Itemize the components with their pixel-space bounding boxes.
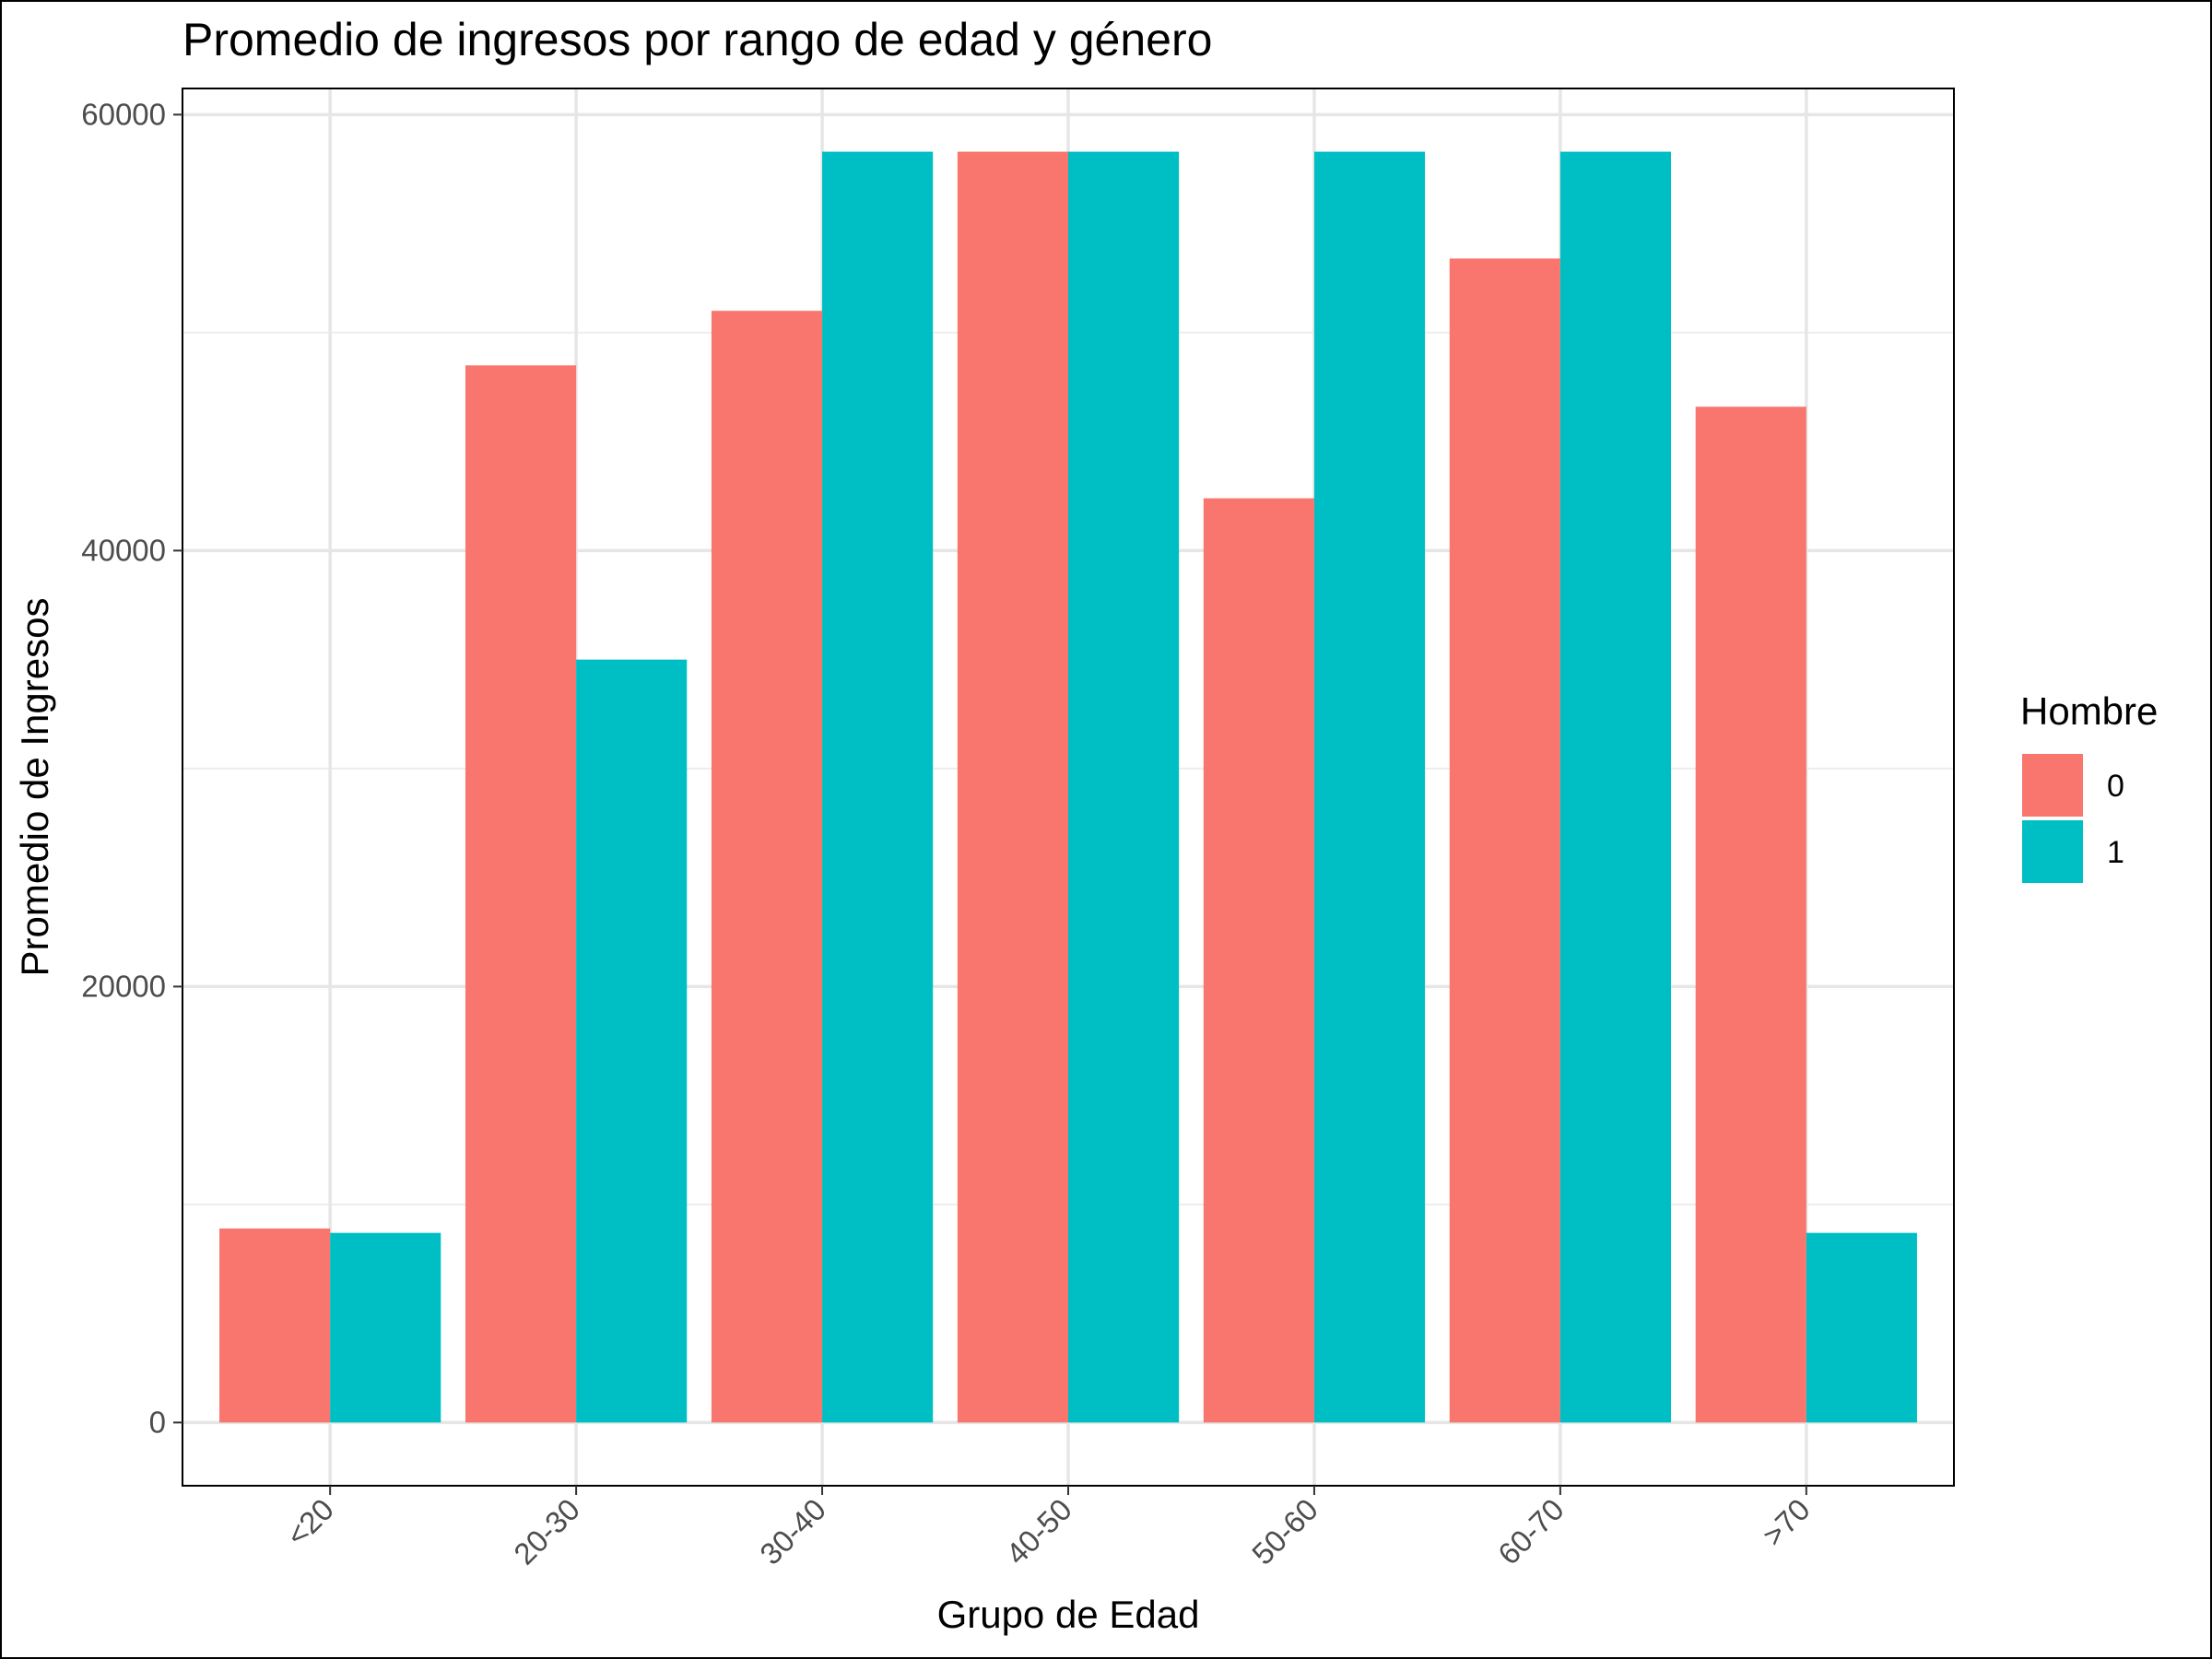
x-tick-label: 20-30: [507, 1492, 586, 1571]
x-axis-title: Grupo de Edad: [937, 1593, 1200, 1636]
x-tick-label: 50-60: [1245, 1492, 1324, 1571]
bar-series-0-40-50: [957, 151, 1068, 1423]
y-tick-label: 60000: [81, 97, 166, 131]
bar-series-1-50-60: [1313, 151, 1426, 1423]
legend: Hombre 01: [2020, 689, 2158, 883]
x-axis-ticks: <20 20-30 30-40 40-50 50-60 60-70 >70: [279, 1486, 1817, 1571]
bar-series-1-lt20: [330, 1232, 441, 1423]
legend-items: 01: [2022, 754, 2124, 883]
x-tick-label: 30-40: [753, 1492, 832, 1571]
legend-key-0: [2022, 754, 2083, 817]
bar-series-1-30-40: [822, 151, 934, 1423]
y-axis-ticks: 0 20000 40000 60000: [81, 97, 182, 1439]
bar-series-0-60-70: [1449, 258, 1560, 1423]
legend-label-0: 0: [2107, 769, 2124, 804]
x-tick-label: 40-50: [999, 1492, 1078, 1571]
legend-label-1: 1: [2107, 835, 2124, 870]
y-axis-title: Promedio de Ingresos: [13, 598, 56, 977]
bar-series-1-20-30: [576, 659, 688, 1423]
bar-series-0-gt70: [1695, 406, 1806, 1423]
bar-series-1-60-70: [1559, 151, 1672, 1423]
bar-series-0-lt20: [219, 1228, 331, 1423]
bar-series-1-40-50: [1068, 151, 1180, 1423]
bar-series-0-50-60: [1203, 498, 1314, 1423]
bar-series-1-gt70: [1806, 1232, 1917, 1423]
bar-series-0-20-30: [465, 365, 577, 1423]
y-tick-label: 40000: [81, 533, 166, 567]
bars: [219, 151, 1917, 1423]
x-tick-label: <20: [279, 1492, 340, 1553]
legend-key-1: [2022, 820, 2083, 883]
y-tick-label: 20000: [81, 969, 166, 1003]
legend-title: Hombre: [2020, 689, 2158, 733]
x-tick-label: 60-70: [1491, 1492, 1571, 1571]
x-tick-label: >70: [1756, 1492, 1817, 1553]
bar-series-0-30-40: [711, 311, 823, 1423]
chart-title: Promedio de ingresos por rango de edad y…: [182, 14, 1212, 65]
y-tick-label: 0: [149, 1405, 166, 1439]
